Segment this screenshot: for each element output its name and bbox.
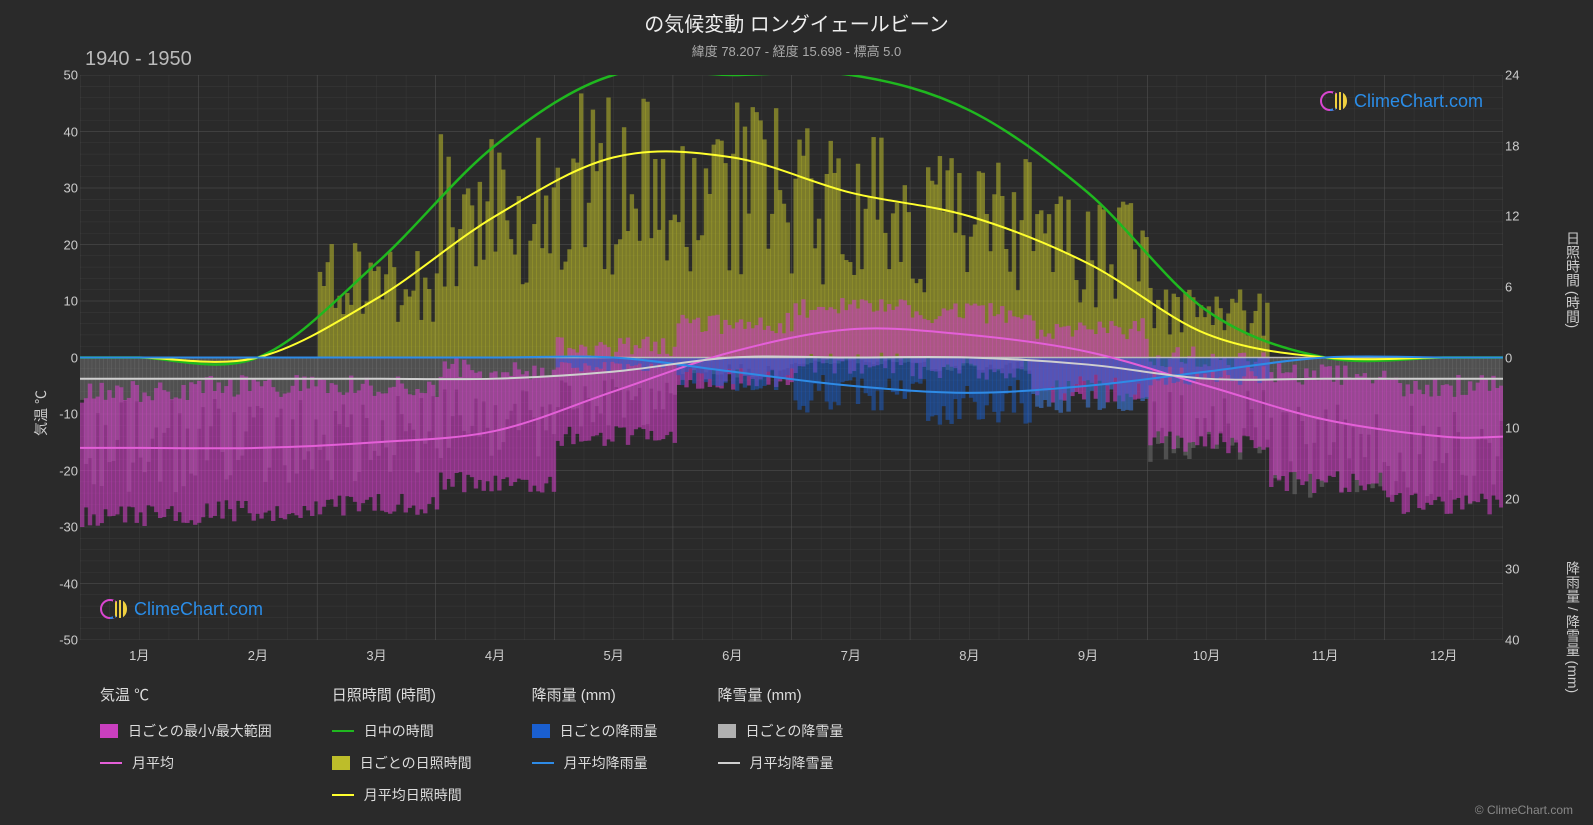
x-tick: 4月 [485,645,505,664]
y-tick-right: 20 [1505,491,1519,506]
y-tick-left: 10 [64,294,78,309]
legend-label: 日ごとの降雪量 [746,721,844,741]
plot-area [80,75,1503,640]
legend-label: 月平均日照時間 [364,785,462,805]
period-label: 1940 - 1950 [85,48,192,71]
y-tick-left: -20 [59,463,78,478]
legend-label: 日ごとの日照時間 [360,753,472,773]
legend-item: 日中の時間 [332,721,472,741]
y-tick-right: 12 [1505,209,1519,224]
y-tick-right: 10 [1505,421,1519,436]
y-tick-left: 40 [64,124,78,139]
y-tick-left: 30 [64,181,78,196]
legend-col-snow: 降雪量 (mm) 日ごとの降雪量 月平均降雪量 [718,684,844,805]
legend-item: 月平均 [100,753,272,773]
y-tick-right: 30 [1505,562,1519,577]
y-tick-left: 50 [64,68,78,83]
chart-subtitle: 緯度 78.207 - 経度 15.698 - 標高 5.0 [0,41,1593,60]
x-tick: 1月 [129,645,149,664]
climate-chart: の気候変動 ロングイェールビーン 緯度 78.207 - 経度 15.698 -… [0,0,1593,825]
legend-swatch [100,762,122,764]
x-tick: 5月 [604,645,624,664]
x-ticks: 1月 2月 3月 4月 5月 6月 7月 8月 9月 10月 11月 12月 [80,645,1503,665]
y-axis-right-bottom-label: 降雨量 / 降雪量 (mm) [1563,561,1583,693]
legend-item: 月平均日照時間 [332,785,472,805]
legend-item: 日ごとの日照時間 [332,753,472,773]
y-tick-left: -50 [59,633,78,648]
legend-swatch [532,762,554,764]
y-tick-right: 0 [1505,350,1512,365]
y-tick-right: 6 [1505,279,1512,294]
legend-swatch [332,730,354,732]
legend-label: 日ごとの最小/最大範囲 [128,721,272,741]
legend-header: 日照時間 (時間) [332,684,472,705]
x-tick: 8月 [959,645,979,664]
chart-title: の気候変動 ロングイェールビーン [0,0,1593,37]
logo-icon [1320,90,1348,112]
legend-header: 降雪量 (mm) [718,684,844,705]
x-tick: 2月 [248,645,268,664]
y-tick-right: 40 [1505,633,1519,648]
x-tick: 6月 [722,645,742,664]
x-tick: 11月 [1312,645,1339,664]
legend-item: 日ごとの最小/最大範囲 [100,721,272,741]
legend-swatch [532,724,550,738]
x-tick: 7月 [841,645,861,664]
y-tick-right: 18 [1505,138,1519,153]
y-ticks-right: 0612182410203040 [1505,75,1535,640]
legend-item: 月平均降雪量 [718,753,844,773]
watermark-bottom: ClimeChart.com [100,598,263,620]
legend-label: 月平均降雨量 [564,753,648,773]
logo-icon [100,598,128,620]
y-axis-right-top-label: 日照時間 (時間) [1563,231,1583,328]
legend-col-sun: 日照時間 (時間) 日中の時間 日ごとの日照時間 月平均日照時間 [332,684,472,805]
legend-header: 気温 ℃ [100,684,272,705]
x-tick: 3月 [366,645,386,664]
watermark-text: ClimeChart.com [134,599,263,620]
x-tick: 12月 [1430,645,1457,664]
y-ticks-left: -50-40-30-20-1001020304050 [48,75,78,640]
legend: 気温 ℃ 日ごとの最小/最大範囲 月平均 日照時間 (時間) 日中の時間 日ごと… [100,684,1513,805]
y-tick-left: -10 [59,407,78,422]
legend-swatch [718,724,736,738]
legend-col-rain: 降雨量 (mm) 日ごとの降雨量 月平均降雨量 [532,684,658,805]
x-tick: 10月 [1193,645,1220,664]
legend-item: 日ごとの降雨量 [532,721,658,741]
y-tick-left: 0 [71,350,78,365]
y-tick-left: 20 [64,237,78,252]
legend-label: 月平均降雪量 [750,753,834,773]
legend-swatch [718,762,740,764]
legend-col-temp: 気温 ℃ 日ごとの最小/最大範囲 月平均 [100,684,272,805]
y-tick-left: -40 [59,576,78,591]
legend-swatch [332,756,350,770]
legend-item: 日ごとの降雪量 [718,721,844,741]
legend-item: 月平均降雨量 [532,753,658,773]
legend-swatch [332,794,354,796]
legend-header: 降雨量 (mm) [532,684,658,705]
watermark-text: ClimeChart.com [1354,91,1483,112]
legend-swatch [100,724,118,738]
legend-label: 日中の時間 [364,721,434,741]
watermark-top: ClimeChart.com [1320,90,1483,112]
chart-svg [80,75,1503,640]
x-tick: 9月 [1078,645,1098,664]
y-tick-left: -30 [59,520,78,535]
legend-label: 月平均 [132,753,174,773]
y-tick-right: 24 [1505,68,1519,83]
legend-label: 日ごとの降雨量 [560,721,658,741]
credit: © ClimeChart.com [1475,803,1573,817]
